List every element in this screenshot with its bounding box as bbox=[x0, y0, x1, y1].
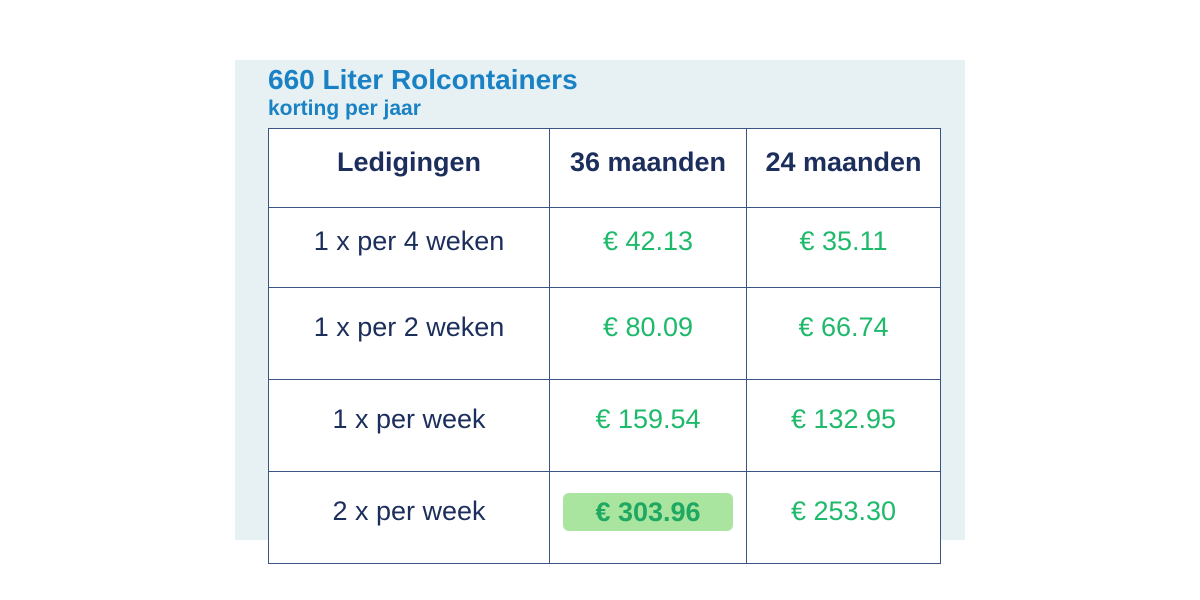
frequency: 1 x per 2 weken bbox=[268, 287, 550, 380]
column-header: 36 maanden bbox=[549, 128, 747, 208]
table-row: 2 x per week € 303.96 € 253.30 bbox=[268, 471, 941, 564]
frequency: 2 x per week bbox=[268, 471, 550, 564]
header-row: Ledigingen 36 maanden 24 maanden bbox=[268, 128, 941, 208]
price: € 42.13 bbox=[549, 207, 747, 288]
price: € 132.95 bbox=[746, 379, 941, 472]
price-cell: € 303.96 bbox=[549, 471, 747, 564]
table-row: 1 x per week € 159.54 € 132.95 bbox=[268, 379, 941, 472]
column-header: Ledigingen bbox=[268, 128, 550, 208]
title: 660 Liter Rolcontainers bbox=[268, 64, 578, 95]
price: € 35.11 bbox=[746, 207, 941, 288]
price: € 80.09 bbox=[549, 287, 747, 380]
frequency: 1 x per week bbox=[268, 379, 550, 472]
price: € 66.74 bbox=[746, 287, 941, 380]
frequency: 1 x per 4 weken bbox=[268, 207, 550, 288]
price-table: Ledigingen 36 maanden 24 maanden 1 x per… bbox=[268, 128, 941, 564]
price: € 253.30 bbox=[746, 471, 941, 564]
subtitle: korting per jaar bbox=[268, 97, 421, 120]
table-row: 1 x per 2 weken € 80.09 € 66.74 bbox=[268, 287, 941, 380]
table-row: 1 x per 4 weken € 42.13 € 35.11 bbox=[268, 207, 941, 288]
price: € 159.54 bbox=[549, 379, 747, 472]
column-header: 24 maanden bbox=[746, 128, 941, 208]
highlighted-price: € 303.96 bbox=[563, 492, 733, 531]
